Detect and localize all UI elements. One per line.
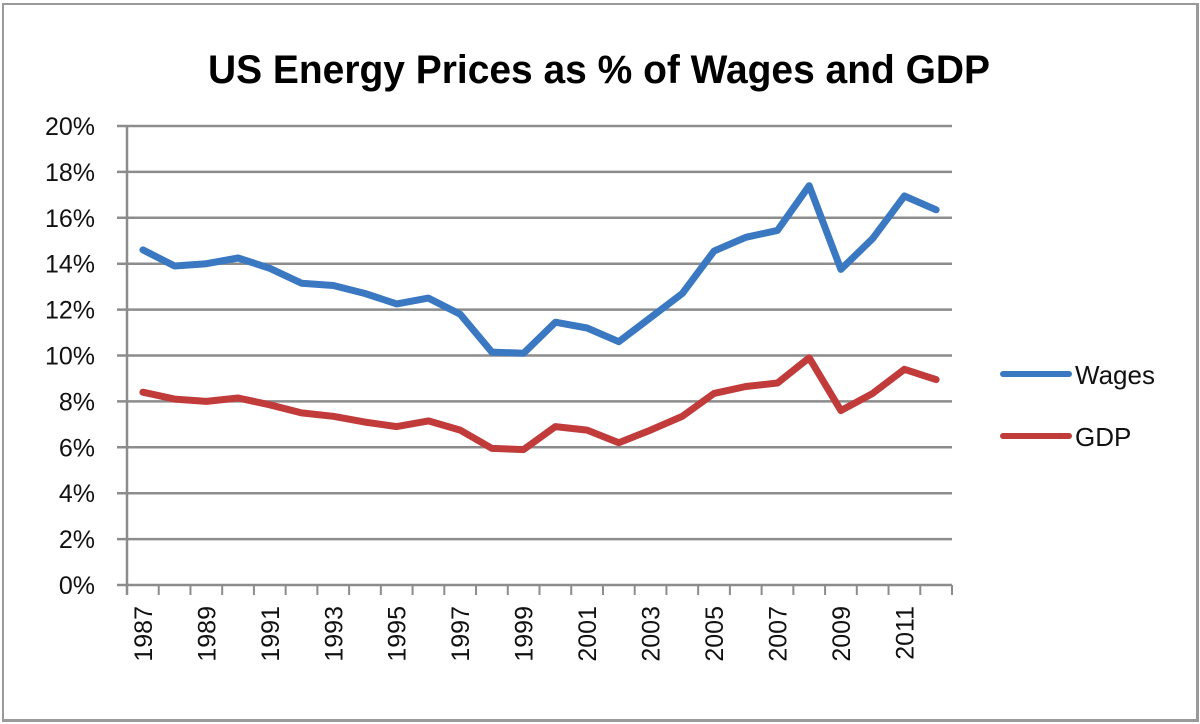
gridlines [117,124,952,541]
legend: Wages GDP [1000,360,1155,452]
x-axis-tick-labels: 1987 1989 1991 1993 1995 1997 1999 2001 2003 2005… [130,606,920,662]
y-tick-label: 14% [45,251,95,279]
legend-item-gdp: GDP [1000,422,1131,452]
y-tick-label: 0% [59,572,95,600]
x-tick-label: 1991 [257,606,285,662]
y-tick-label: 20% [45,113,95,141]
y-tick-label: 2% [59,526,95,554]
x-tick-label: 2003 [638,606,666,662]
x-tick-label: 1989 [193,606,221,662]
y-tick-label: 12% [45,297,95,325]
y-tick-label: 4% [59,480,95,508]
series-lines [139,182,940,454]
legend-label: Wages [1075,360,1155,390]
x-tick-label: 1999 [511,606,539,662]
series-line-wages [139,182,940,357]
x-tick-label: 2005 [701,606,729,662]
series-line-gdp [139,354,940,454]
chart-frame [2,3,1199,722]
legend-item-wages: Wages [1000,360,1155,390]
x-tick-label: 1987 [130,606,158,662]
y-axis-tick-labels: 0% 2% 4% 6% 8% 10% 12% 14% 16% 18% 20% [45,113,95,600]
x-tick-label: 1993 [320,606,348,662]
y-tick-label: 18% [45,159,95,187]
y-tick-label: 16% [45,205,95,233]
x-tick-label: 1995 [384,606,412,662]
legend-label: GDP [1075,422,1131,452]
chart-title: US Energy Prices as % of Wages and GDP [208,48,990,92]
x-tick-label: 1997 [447,606,475,662]
x-tick-label: 2009 [828,606,856,662]
y-tick-label: 8% [59,388,95,416]
x-tick-label: 2007 [764,606,792,662]
y-tick-label: 10% [45,343,95,371]
y-tick-label: 6% [59,434,95,462]
axes [117,126,953,595]
x-tick-label: 2011 [891,606,919,660]
x-tick-label: 2001 [574,606,602,662]
